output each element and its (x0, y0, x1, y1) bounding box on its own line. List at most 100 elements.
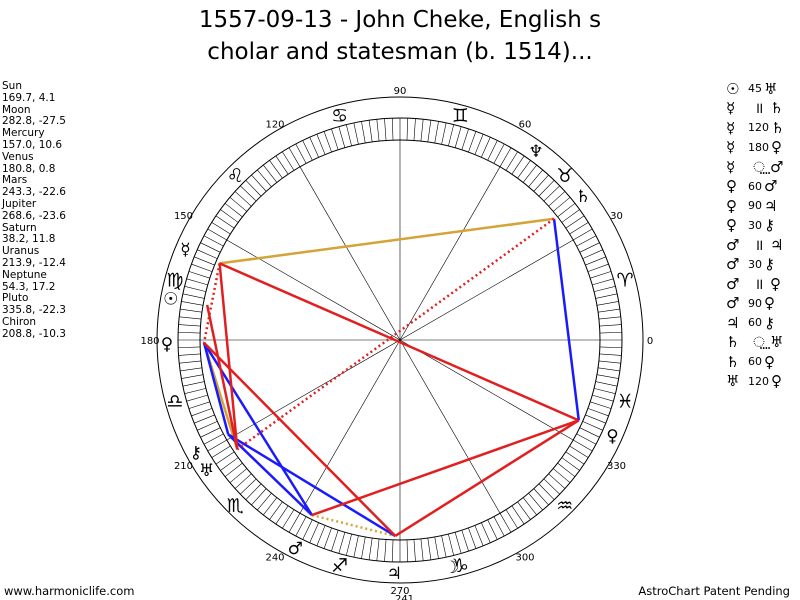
planet-name-neptune: Neptune (2, 268, 47, 281)
planet-glyph-uranus: ♅ (199, 461, 214, 481)
degree-tick (295, 516, 307, 537)
degree-tick (557, 462, 576, 477)
degree-tick (178, 324, 201, 327)
aspect-row: ♄ 60 ♀ (726, 352, 798, 372)
degree-label-150: 150 (174, 211, 193, 222)
aspect-line (205, 304, 239, 450)
degree-tick (406, 539, 409, 562)
aspect-row: ♂ 90 ♀ (726, 294, 798, 314)
degree-tick (184, 388, 207, 394)
aspect-symbol: ॥ (754, 235, 764, 254)
degree-tick (587, 263, 609, 272)
degree-tick (194, 256, 215, 266)
planet-glyph-sun: ☉ (163, 289, 178, 309)
degree-tick (533, 488, 549, 506)
degree-tick (181, 374, 204, 379)
degree-tick (420, 119, 424, 142)
aspect-row: ♃ 60 ⚷ (726, 313, 798, 333)
degree-tick (474, 525, 484, 546)
degree-tick (592, 394, 614, 402)
aspect-row: ☿ 180 ♀ (726, 138, 798, 158)
degree-tick (331, 128, 339, 150)
degree-label-300: 300 (515, 553, 534, 564)
degree-label-0: 0 (647, 336, 653, 347)
degree-tick (263, 164, 278, 183)
sector-spoke (299, 166, 401, 341)
degree-tick (179, 316, 202, 320)
degree-tick (288, 147, 301, 167)
degree-tick (323, 527, 332, 549)
degree-tick (186, 394, 208, 402)
degree-tick (188, 401, 210, 409)
degree-tick (282, 509, 295, 529)
degree-tick (585, 256, 606, 266)
planet-coords-sun: 169.7, 4.1 (2, 91, 56, 104)
degree-tick (346, 124, 352, 147)
degree-tick (448, 533, 454, 556)
degree-tick (548, 473, 566, 489)
degree-tick (468, 131, 477, 153)
degree-tick (598, 316, 621, 320)
aspect-planet-1-glyph: ♀ (726, 196, 737, 215)
aspect-row: ♄⵿ ♅ (726, 333, 798, 353)
degree-tick (257, 169, 272, 187)
degree-label-90: 90 (394, 86, 407, 97)
aspect-angle: 120 (748, 374, 769, 388)
aspect-planet-2-glyph: ⚷ (764, 313, 775, 332)
aspect-line (219, 262, 580, 422)
aspect-line (227, 433, 396, 538)
degree-tick (599, 324, 622, 327)
degree-tick (590, 401, 612, 409)
degree-tick (595, 293, 618, 299)
degree-tick (573, 439, 593, 452)
aspect-row: ♀ 90 ♃ (726, 196, 798, 216)
degree-tick (224, 203, 243, 218)
zodiac-sign-glyph: ♌ (227, 165, 244, 187)
degree-tick (269, 501, 283, 520)
degree-tick (215, 451, 235, 465)
degree-tick (599, 331, 622, 334)
degree-tick (598, 308, 620, 313)
degree-tick (182, 381, 205, 387)
degree-tick (596, 374, 619, 379)
degree-tick (474, 134, 484, 155)
degree-tick (461, 530, 469, 552)
zodiac-sign-glyph: ♑ (452, 555, 469, 577)
degree-tick (376, 538, 380, 561)
degree-tick (585, 414, 606, 424)
degree-tick (302, 519, 313, 540)
aspect-list: ☉ 45 ♅ ☿ ॥ ♄ ☿ 120 ♄ ☿ 180 ♀ ☿⵿ ♂ ♀ 60 ♂ ♀ 90 ♃ ♀ 30 ⚷ ♂ ॥ ♃ ♂ 30 ⚷ ♂… (726, 79, 798, 391)
degree-tick (180, 308, 202, 313)
degree-tick (517, 160, 531, 179)
aspect-line (202, 263, 221, 343)
degree-tick (234, 473, 252, 489)
planet-position-list: Sun 169.7, 4.1 Moon 282.8, -27.5 Mercury 157.… (2, 80, 66, 341)
degree-tick (224, 462, 243, 477)
degree-tick (240, 478, 257, 495)
degree-tick (194, 414, 215, 424)
planet-coords-neptune: 54.3, 17.2 (2, 280, 56, 293)
degree-tick (533, 174, 549, 192)
degree-tick (557, 203, 576, 218)
degree-tick (178, 346, 201, 349)
degree-tick (576, 433, 597, 445)
degree-tick (413, 539, 416, 562)
planet-coords-mercury: 157.0, 10.6 (2, 138, 63, 151)
aspect-row: ♅ 120 ♀ (726, 372, 798, 392)
degree-tick (220, 457, 239, 471)
zodiac-sign-glyph: ♍ (166, 270, 183, 292)
aspect-planet-1-glyph: ♂ (726, 235, 740, 254)
degree-tick (569, 222, 589, 235)
planet-name-sun: Sun (2, 80, 22, 92)
aspect-angle: 30 (748, 218, 762, 232)
zodiac-sign-glyph: ♊ (452, 105, 469, 127)
aspect-angle: 180 (748, 140, 769, 154)
degree-tick (323, 131, 332, 153)
aspect-line (311, 419, 580, 517)
degree-tick (361, 121, 366, 144)
degree-label-extra: 241 (395, 594, 414, 600)
degree-tick (543, 185, 560, 202)
chart-title: 1557-09-13 - John Cheke, English s chola… (0, 4, 800, 68)
footer-website[interactable]: www.harmoniclife.com (4, 584, 135, 598)
aspect-planet-1-glyph: ♅ (726, 372, 740, 391)
